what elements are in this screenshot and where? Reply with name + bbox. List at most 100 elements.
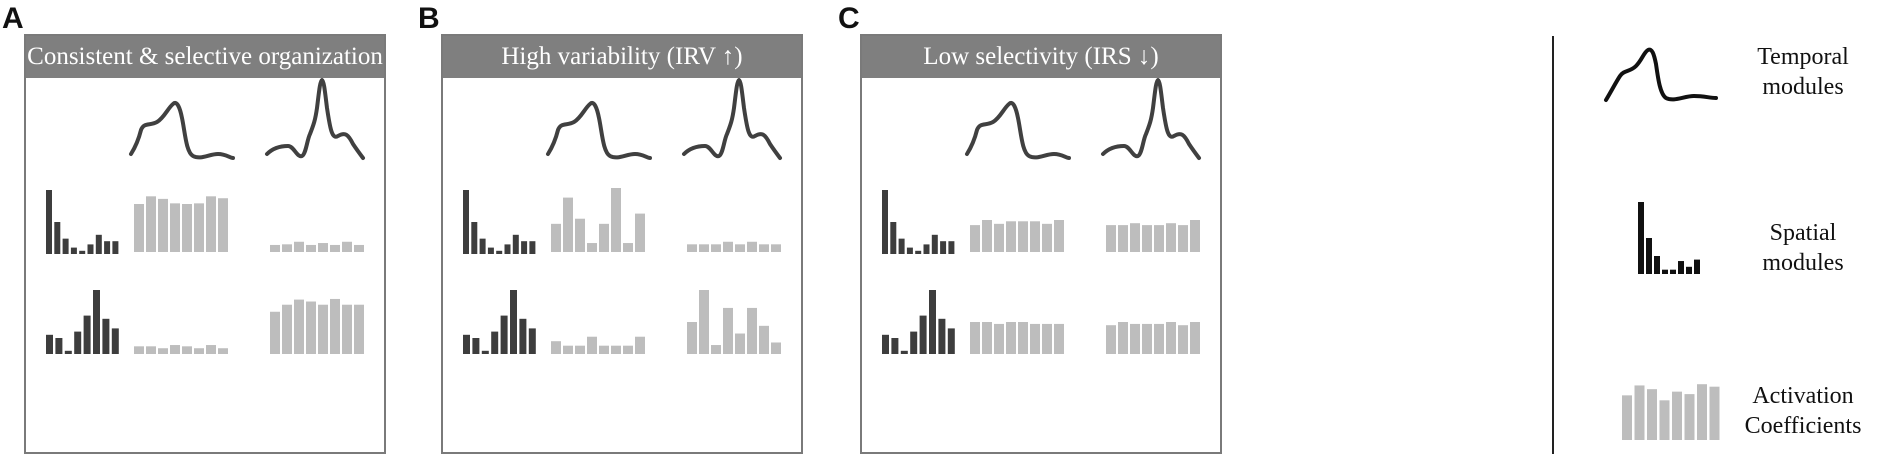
spatial-bar-1 [882,334,889,354]
spatial-bar-5 [496,250,503,254]
spatial-bar-8 [947,328,955,354]
spatial-bar-5 [919,315,927,354]
coefficient-bar-4 [306,301,316,354]
spatial-bar-2 [55,338,63,354]
coefficient-bar-2 [982,322,992,354]
legend-activation-bar-8 [1709,386,1720,440]
spatial-bar-6 [504,244,511,254]
coefficient-bar-8 [218,348,228,354]
spatial-bar-6 [923,244,930,254]
coefficient-bar-8 [1054,220,1064,252]
coefficient-bar-4 [587,336,597,354]
coefficient-bar-5 [735,333,745,354]
spatial-bar-2 [471,222,478,254]
spatial-bar-3 [900,350,908,354]
coefficient-bar-2 [699,244,709,252]
coefficient-bar-2 [282,244,292,252]
spatial-module-1-bars [882,190,955,254]
spatial-module-1-bars [463,190,536,254]
coefficient-bar-2 [563,345,573,354]
legend-activation-line1: Activation [1752,383,1854,409]
coefficient-bar-5 [1018,322,1028,354]
coefficient-bar-1 [270,244,280,252]
coefficient-bar-7 [1178,325,1188,354]
coefficient-bar-1 [134,346,144,354]
coefficient-bar-1 [1106,225,1116,252]
coefficient-bar-2 [1118,225,1128,252]
coefficient-bar-4 [306,244,316,252]
coefficient-bar-8 [635,336,645,354]
spatial-module-1-bars [46,190,119,254]
spatial-bar-7 [102,318,110,354]
coefficients-row2-module2 [270,298,364,354]
spatial-bar-4 [70,247,77,254]
coefficient-bar-4 [1142,323,1152,354]
spatial-bar-1 [46,190,52,254]
coefficient-bar-2 [146,346,156,354]
spatial-bar-5 [79,250,86,254]
spatial-bar-7 [519,318,527,354]
coefficient-bar-8 [771,244,781,252]
panel-a-title: Consistent & selective organization [26,36,384,78]
spatial-bar-1 [463,190,469,254]
coefficient-bar-3 [575,218,585,252]
coefficient-bar-7 [342,241,352,252]
panel-letter-a: A [2,2,24,35]
spatial-bar-8 [940,241,947,254]
coefficient-bar-2 [146,196,156,252]
coefficient-bar-4 [723,241,733,252]
legend-temporal-line2: modules [1762,74,1844,100]
legend-activation-bar-2 [1634,385,1645,440]
coefficient-bar-6 [330,298,340,354]
coefficient-bar-3 [711,244,721,252]
legend-activation-bar-1 [1622,395,1632,440]
coefficient-bar-6 [1030,221,1040,252]
spatial-bar-1 [882,190,888,254]
coefficient-bar-3 [711,345,721,354]
coefficient-bar-6 [611,188,621,252]
temporal-module-1-icon [546,101,652,160]
coefficient-bar-5 [599,223,609,252]
coefficient-bar-1 [1106,325,1116,354]
coefficients-row2-module1 [970,322,1064,354]
legend-spatial-bar-6 [1678,261,1684,274]
legend-spatial-line1: Spatial [1769,220,1837,246]
coefficient-bar-1 [970,225,980,252]
spatial-bar-7 [512,234,519,254]
coefficient-bar-5 [1018,221,1028,252]
legend-activation-bar-6 [1684,394,1695,440]
coefficients-row2-module2 [1106,322,1200,354]
legend-activation-label: Activation Coefficients [1708,381,1898,441]
legend-spatial-icon [1638,202,1700,274]
coefficient-bar-1 [551,341,561,354]
legend-activation-bar-4 [1659,400,1670,440]
spatial-bar-1 [463,334,470,354]
coefficient-bar-3 [158,198,168,252]
spatial-bar-6 [93,290,100,354]
coefficient-bar-4 [587,243,597,252]
legend-activation-line2: Coefficients [1744,413,1862,439]
coefficient-bar-7 [759,325,769,354]
coefficient-bar-5 [182,346,192,354]
spatial-bar-4 [491,331,499,354]
spatial-bar-8 [528,328,536,354]
legend-temporal-label: Temporal modules [1708,42,1898,102]
spatial-bar-3 [898,238,905,254]
coefficient-bar-8 [218,198,228,252]
spatial-bar-2 [54,222,61,254]
coefficient-bar-6 [1166,322,1176,354]
legend-spatial-bar-5 [1670,269,1676,274]
coefficient-bar-3 [994,223,1004,252]
panel-c-diagram [882,78,1201,354]
spatial-bar-8 [111,328,119,354]
spatial-bar-4 [74,331,82,354]
temporal-module-1-icon [129,101,235,160]
spatial-bar-5 [915,250,922,254]
coefficient-bar-2 [982,220,992,252]
coefficient-bar-6 [330,244,340,252]
coefficient-bar-6 [1030,323,1040,354]
spatial-bar-6 [87,244,94,254]
coefficient-bar-8 [635,213,645,252]
coefficient-bar-5 [318,304,328,354]
coefficient-bar-4 [170,203,180,252]
